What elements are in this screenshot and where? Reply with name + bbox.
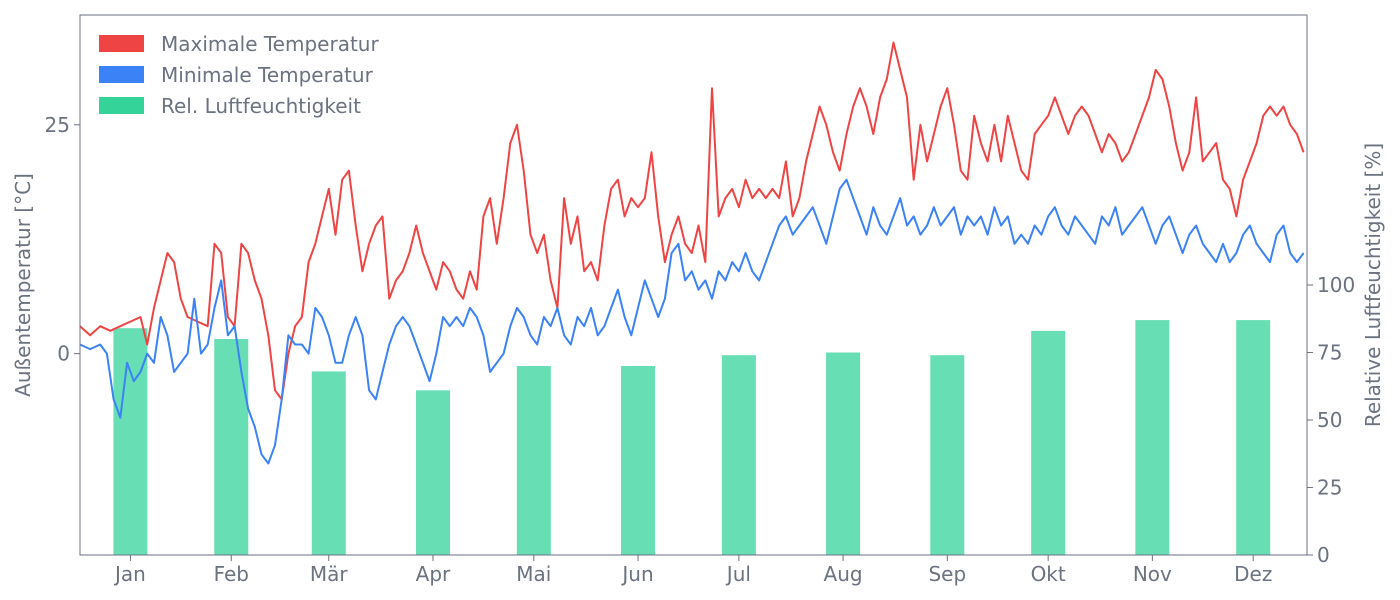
right-axis: 0 25 50 75 100 bbox=[1307, 273, 1355, 567]
x-tick-label: Jun bbox=[620, 562, 653, 586]
min-temperature-line bbox=[79, 178, 1305, 465]
x-tick-label: Aug bbox=[824, 562, 863, 586]
x-tick-label: Jul bbox=[725, 562, 751, 586]
left-axis-title: Außentemperatur [°C] bbox=[11, 173, 35, 397]
right-axis-title: Relative Luftfeuchtigkeit [%] bbox=[1361, 143, 1385, 427]
x-tick-label: Nov bbox=[1133, 562, 1172, 586]
legend: Maximale Temperatur Minimale Temperatur Re… bbox=[99, 32, 379, 118]
left-axis: 0 25 bbox=[45, 113, 80, 366]
humidity-bar-Mär bbox=[311, 371, 346, 555]
left-tick-label: 0 bbox=[57, 342, 70, 366]
humidity-bar-Jun bbox=[621, 366, 656, 555]
legend-label: Rel. Luftfeuchtigkeit bbox=[161, 94, 361, 118]
x-axis: Jan Feb Mär Apr Mai Jun Jul Aug Sep Okt Nov Dez bbox=[113, 555, 1272, 586]
x-tick-label: Mai bbox=[516, 562, 551, 586]
legend-label: Maximale Temperatur bbox=[161, 32, 379, 56]
right-tick-label: 0 bbox=[1317, 543, 1330, 567]
x-tick-label: Okt bbox=[1031, 562, 1066, 586]
humidity-bar-Jan bbox=[113, 328, 148, 555]
right-tick-label: 25 bbox=[1317, 476, 1342, 500]
legend-swatch bbox=[99, 35, 144, 52]
right-tick-label: 50 bbox=[1317, 408, 1342, 432]
right-tick-label: 75 bbox=[1317, 341, 1342, 365]
humidity-bar-Dez bbox=[1236, 320, 1271, 555]
temperature-lines bbox=[79, 41, 1305, 465]
x-tick-label: Mär bbox=[310, 562, 349, 586]
humidity-bar-Aug bbox=[826, 352, 861, 555]
x-tick-label: Feb bbox=[214, 562, 249, 586]
x-tick-label: Sep bbox=[928, 562, 966, 586]
legend-label: Minimale Temperatur bbox=[161, 63, 374, 87]
x-tick-label: Apr bbox=[416, 562, 451, 586]
legend-swatch bbox=[99, 66, 144, 83]
legend-swatch bbox=[99, 97, 144, 114]
max-temperature-line bbox=[79, 41, 1305, 401]
humidity-bar-Apr bbox=[415, 390, 450, 555]
humidity-bar-Okt bbox=[1031, 330, 1066, 555]
left-tick-label: 25 bbox=[45, 113, 70, 137]
x-tick-label: Dez bbox=[1234, 562, 1272, 586]
humidity-bar-Mai bbox=[516, 366, 551, 555]
right-tick-label: 100 bbox=[1317, 273, 1355, 297]
humidity-bar-Feb bbox=[214, 339, 249, 555]
humidity-bar-Sep bbox=[930, 355, 965, 555]
humidity-bar-Nov bbox=[1135, 320, 1170, 555]
humidity-bar-Jul bbox=[721, 355, 756, 555]
x-tick-label: Jan bbox=[113, 562, 146, 586]
